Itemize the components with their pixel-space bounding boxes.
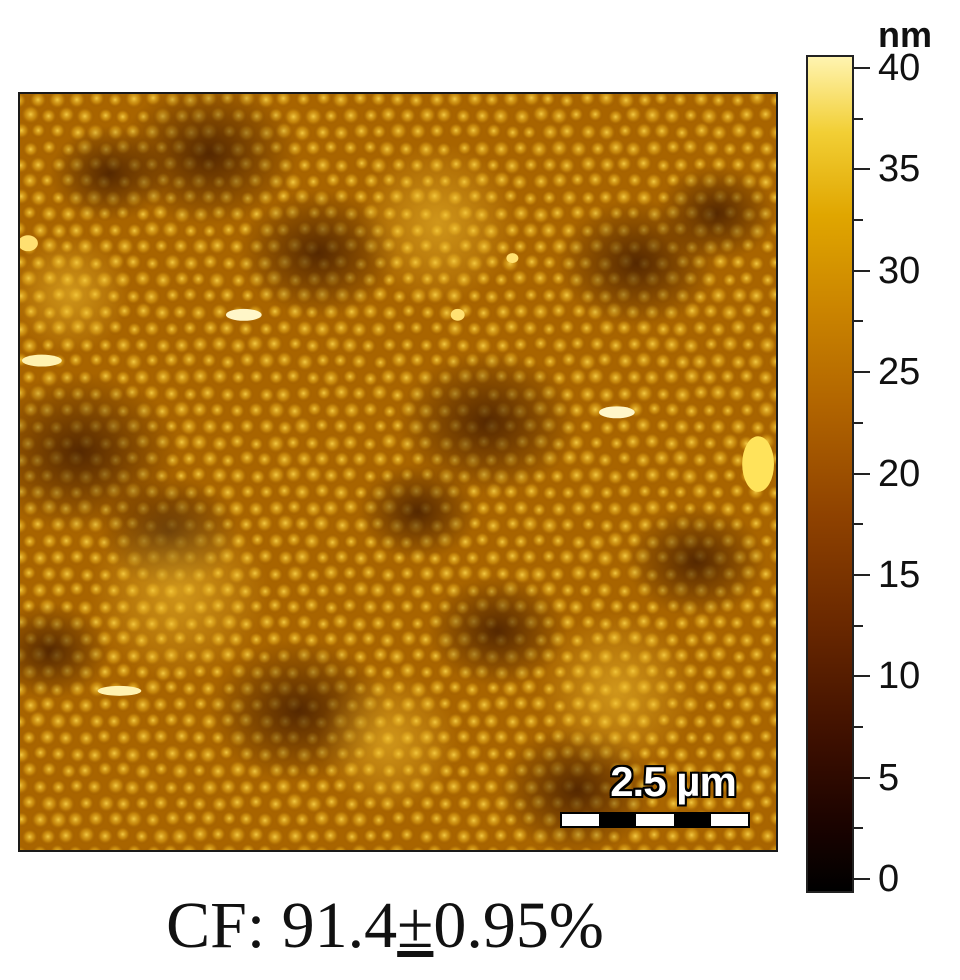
colorbar-major-tick [854,269,870,272]
afm-height-variation [20,94,776,850]
colorbar-major-tick [854,573,870,576]
colorbar-minor-tick [854,421,863,424]
colorbar-tick-label: 35 [878,148,921,191]
caption-uncertainty: 0.95% [433,889,604,962]
scale-bar-label: 2.5 µm [610,758,737,805]
colorbar-tick-label: 40 [878,47,921,89]
colorbar-ticks [854,55,874,893]
colorbar-major-tick [854,472,870,475]
colorbar-major-tick [854,168,870,171]
colorbar-minor-tick [854,320,863,323]
colorbar-minor-tick [854,523,863,526]
colorbar-major-tick [854,67,870,69]
colorbar-major-tick [854,776,870,779]
colorbar-tick-label: 0 [878,858,900,900]
afm-topography-image [18,92,778,852]
caption-value: CF: 91.4 [166,889,398,962]
colorbar-minor-tick [854,117,863,120]
coverage-fraction-caption: CF: 91.4±0.95% [0,888,770,964]
colorbar-major-tick [854,878,870,880]
scale-bar-segment [599,814,637,826]
colorbar-tick-label: 10 [878,655,921,698]
colorbar-tick-label: 25 [878,351,921,394]
colorbar-tick-label: 30 [878,249,921,292]
caption-plus-minus: ± [397,889,434,962]
height-colorbar [806,55,854,893]
scale-bar-segment [636,814,674,826]
scale-bar [560,812,750,828]
colorbar-minor-tick [854,725,863,728]
colorbar-major-tick [854,675,870,678]
colorbar-tick-label: 5 [878,756,900,799]
colorbar-minor-tick [854,219,863,222]
colorbar-minor-tick [854,827,863,830]
scale-bar-segment [710,814,749,826]
colorbar-tick-label: 20 [878,452,921,495]
scale-bar-segment [562,814,600,826]
afm-bright-features [20,235,775,696]
colorbar-major-tick [854,371,870,374]
colorbar-tick-label: 15 [878,553,921,596]
scale-bar-segment [673,814,711,826]
colorbar-unit-label: nm [878,14,932,55]
colorbar-minor-tick [854,624,863,627]
